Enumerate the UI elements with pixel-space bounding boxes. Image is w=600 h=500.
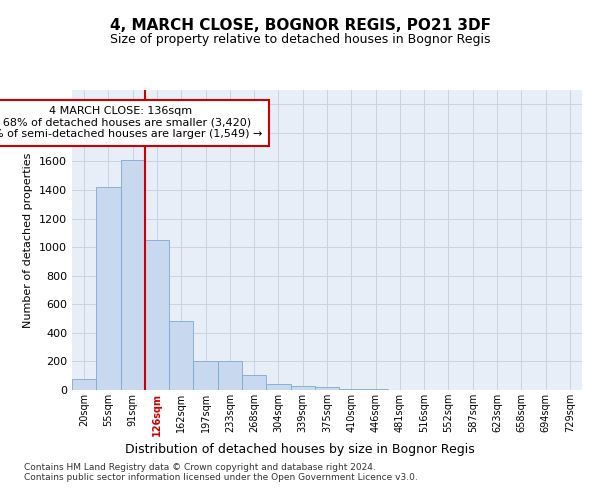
Bar	[121, 160, 145, 390]
Bar	[169, 322, 193, 390]
Bar	[96, 187, 121, 390]
Bar	[266, 384, 290, 390]
Bar	[72, 378, 96, 390]
Text: 4 MARCH CLOSE: 136sqm
← 68% of detached houses are smaller (3,420)
31% of semi-d: 4 MARCH CLOSE: 136sqm ← 68% of detached …	[0, 106, 262, 140]
Bar	[145, 240, 169, 390]
Bar	[193, 362, 218, 390]
Bar	[315, 387, 339, 390]
Text: Size of property relative to detached houses in Bognor Regis: Size of property relative to detached ho…	[110, 32, 490, 46]
Text: Contains HM Land Registry data © Crown copyright and database right 2024.: Contains HM Land Registry data © Crown c…	[24, 462, 376, 471]
Bar	[290, 386, 315, 390]
Bar	[242, 375, 266, 390]
Text: Distribution of detached houses by size in Bognor Regis: Distribution of detached houses by size …	[125, 442, 475, 456]
Text: 4, MARCH CLOSE, BOGNOR REGIS, PO21 3DF: 4, MARCH CLOSE, BOGNOR REGIS, PO21 3DF	[110, 18, 491, 32]
Bar	[339, 388, 364, 390]
Y-axis label: Number of detached properties: Number of detached properties	[23, 152, 34, 328]
Text: Contains public sector information licensed under the Open Government Licence v3: Contains public sector information licen…	[24, 472, 418, 482]
Bar	[218, 362, 242, 390]
